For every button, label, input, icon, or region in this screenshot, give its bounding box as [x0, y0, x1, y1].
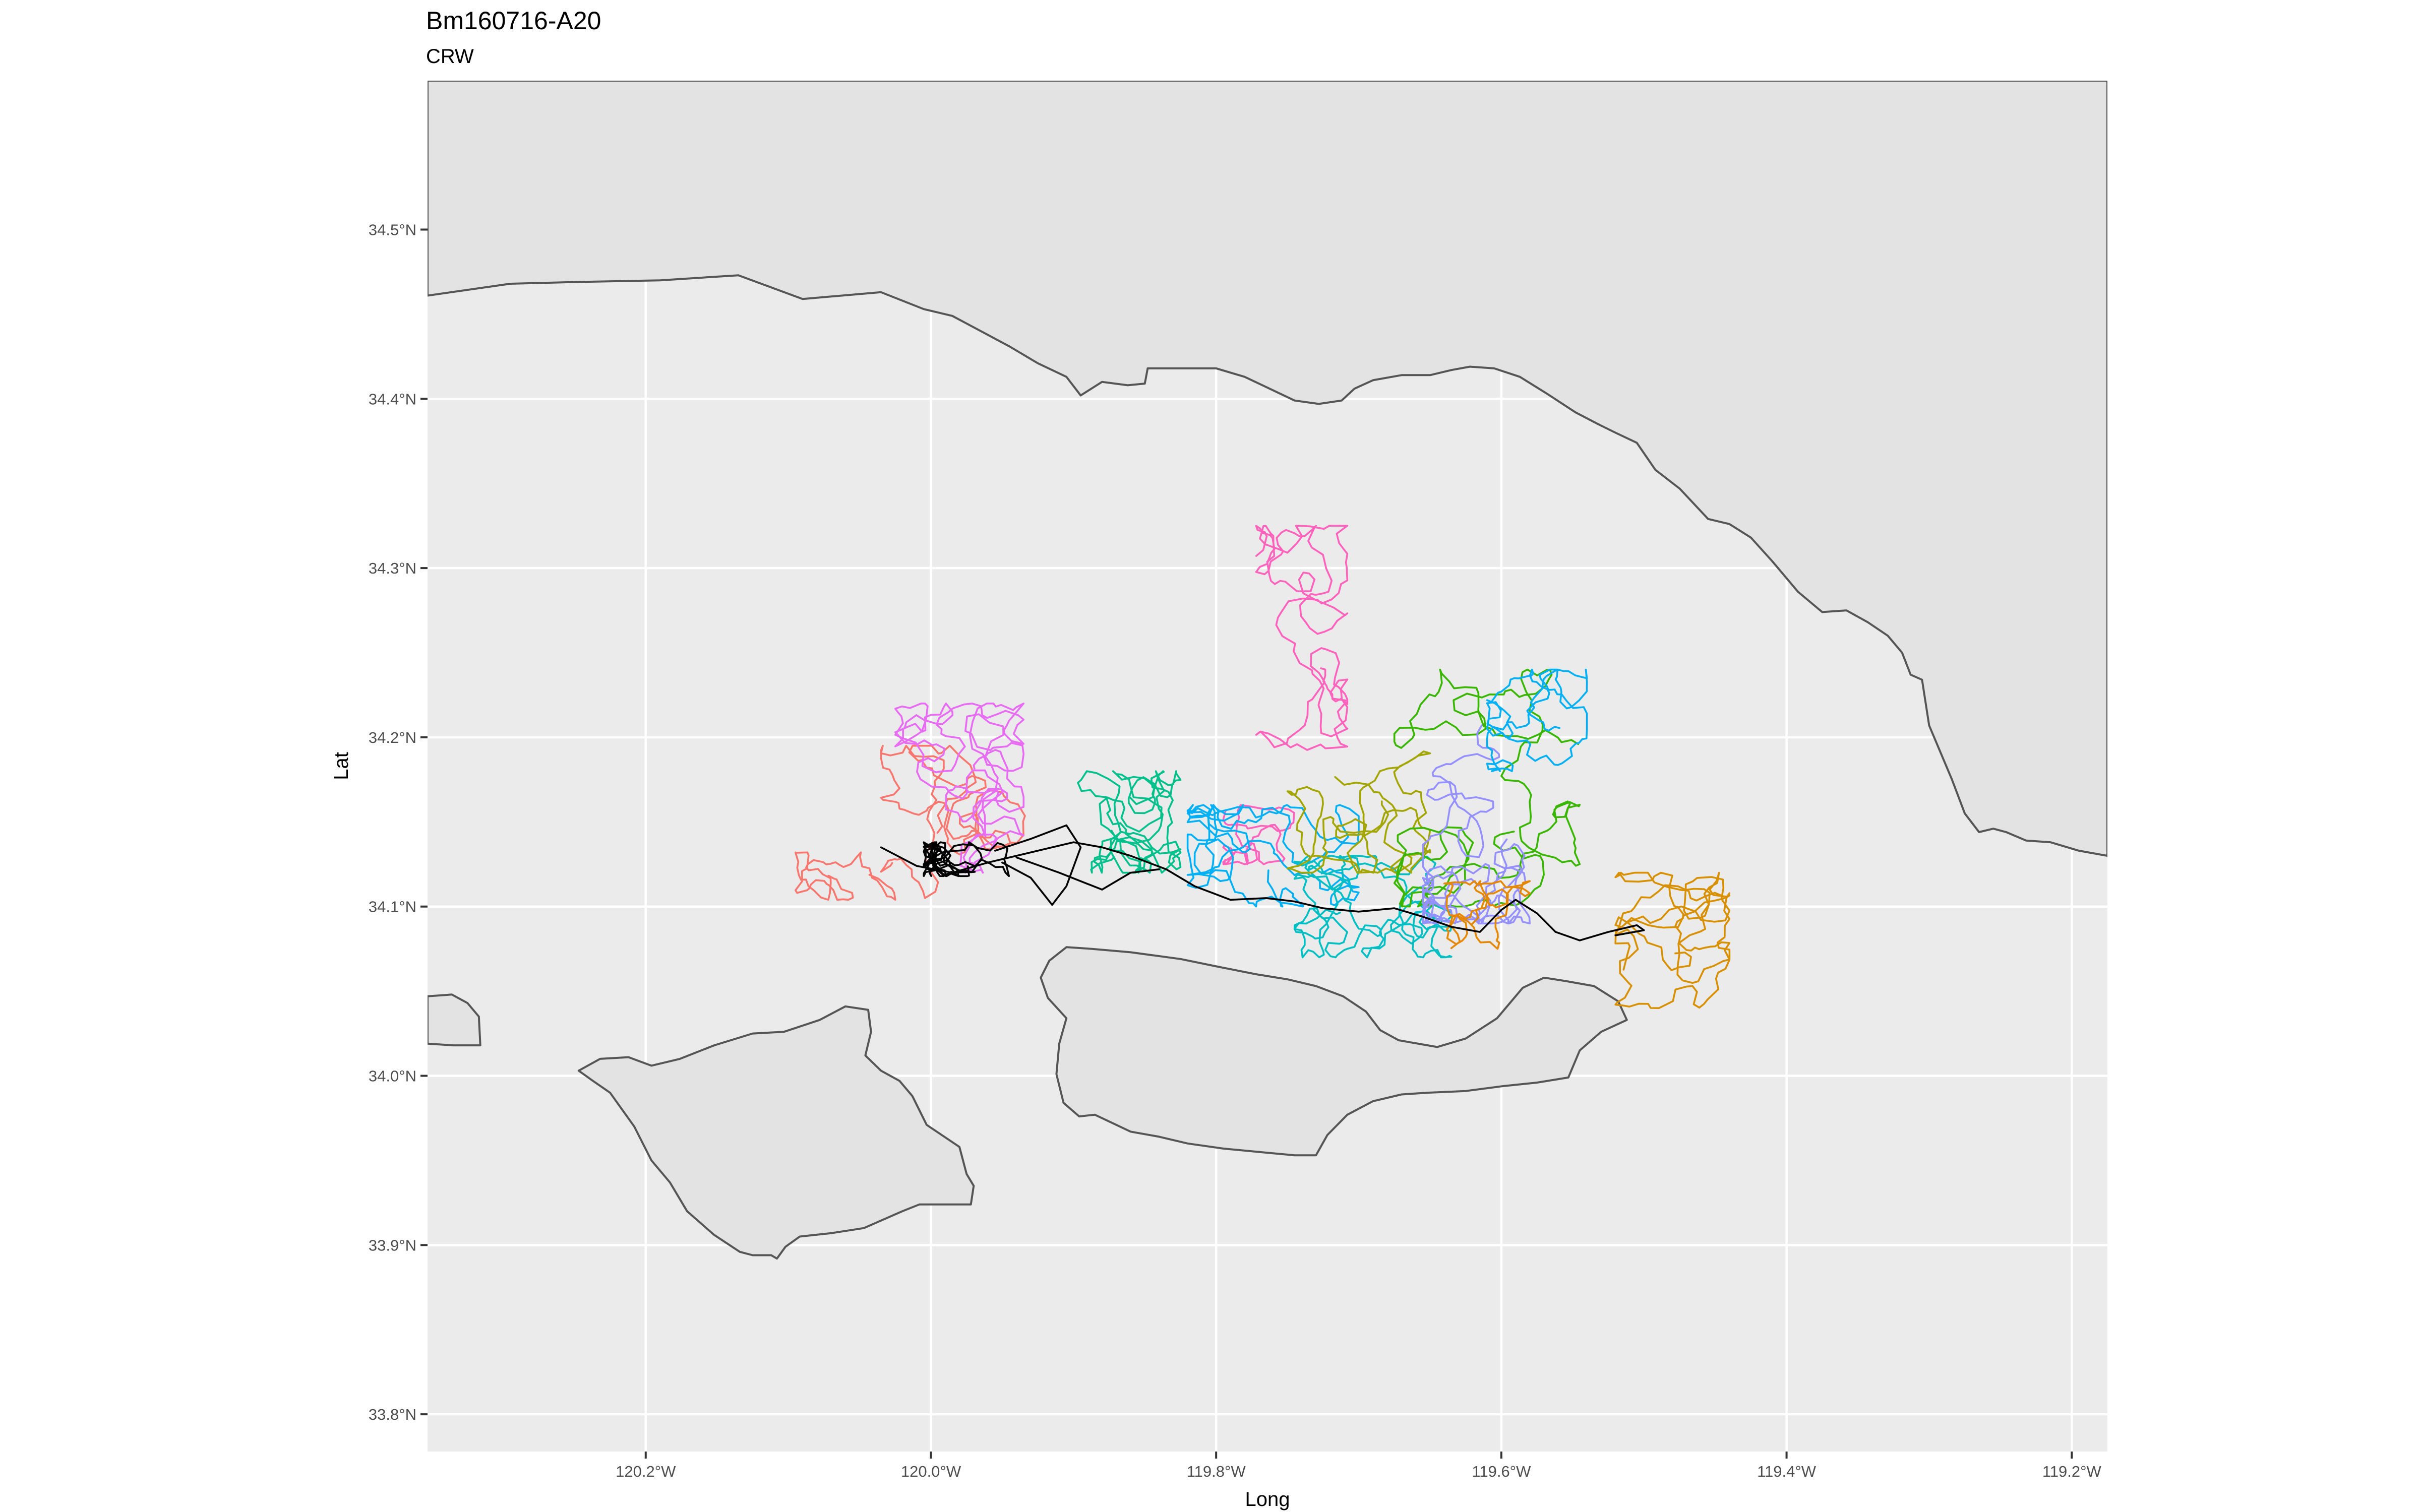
santa-rosa-island: [577, 1005, 975, 1260]
santa-cruz-island: [1040, 946, 1628, 1157]
black-track-detour-0: [994, 824, 1082, 906]
whale-tracks: [795, 525, 1731, 1009]
track-0: [880, 744, 1026, 899]
track-5: [1077, 770, 1182, 874]
x-tick-label-3: 119.6°W: [1472, 1463, 1531, 1480]
y-axis-title: Lat: [330, 752, 352, 780]
y-tick-label-0: 33.8°N: [369, 1406, 416, 1423]
plot-panel: [428, 81, 2107, 1452]
y-tick-label-5: 34.3°N: [369, 559, 416, 577]
x-axis: 120.2°W 120.0°W 119.8°W 119.6°W 119.4°W 119.2…: [616, 1452, 2101, 1480]
x-axis-title: Long: [1245, 1488, 1290, 1510]
track-12: [1614, 871, 1731, 1009]
track-10: [1422, 724, 1531, 925]
x-tick-label-4: 119.4°W: [1757, 1463, 1817, 1480]
track-2: [894, 703, 1025, 874]
y-tick-label-7: 34.5°N: [369, 221, 416, 239]
san-miguel-island: [428, 993, 481, 1047]
mainland-coast: [428, 81, 2107, 857]
x-tick-label-2: 119.8°W: [1187, 1463, 1246, 1480]
x-tick-label-5: 119.2°W: [2042, 1463, 2102, 1480]
map-subtitle: CRW: [426, 45, 474, 68]
black-track-detour-1: [1015, 856, 1160, 891]
y-axis: 33.8°N 33.9°N 34.0°N 34.1°N 34.2°N 34.3°N 34.4…: [369, 221, 428, 1423]
track-4: [1222, 804, 1295, 865]
y-tick-label-3: 34.1°N: [369, 898, 416, 916]
track-13: [1443, 880, 1531, 950]
map-title: Bm160716-A20: [426, 7, 601, 35]
track-11: [1486, 668, 1588, 772]
land-polygons: [428, 81, 2107, 1260]
black-track-loops: [923, 841, 1010, 877]
black-track-main: [880, 841, 1645, 941]
y-tick-label-4: 34.2°N: [369, 729, 416, 746]
y-tick-label-2: 34.0°N: [369, 1067, 416, 1085]
track-6: [1186, 804, 1360, 908]
y-tick-label-6: 34.4°N: [369, 390, 416, 408]
track-1: [795, 851, 896, 901]
x-tick-label-1: 120.0°W: [901, 1463, 961, 1480]
y-tick-label-1: 33.9°N: [369, 1236, 416, 1254]
track-3: [1255, 525, 1349, 751]
x-tick-label-0: 120.2°W: [616, 1463, 676, 1480]
track-9: [1393, 668, 1581, 908]
track-7: [1293, 855, 1453, 959]
